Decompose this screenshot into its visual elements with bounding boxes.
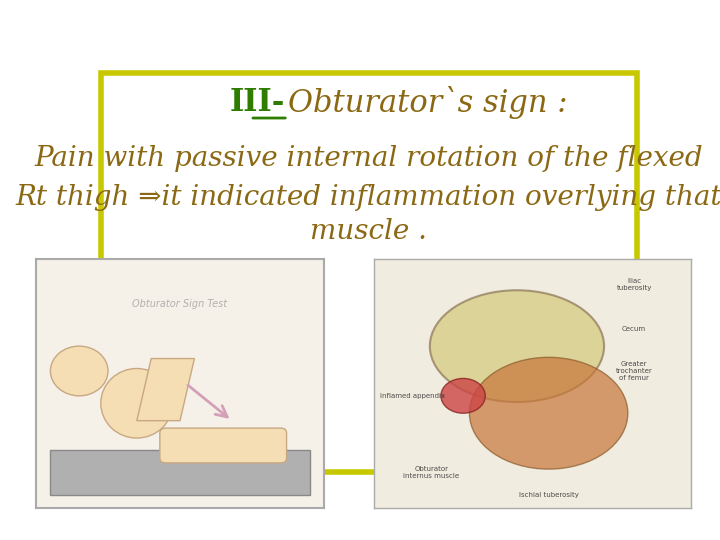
- Text: Inflamed appendix: Inflamed appendix: [380, 393, 445, 399]
- Text: Cecum: Cecum: [622, 326, 647, 332]
- FancyBboxPatch shape: [160, 428, 287, 463]
- Text: muscle .: muscle .: [310, 218, 428, 245]
- Circle shape: [50, 346, 108, 396]
- Text: Pain with passive internal rotation of the flexed: Pain with passive internal rotation of t…: [35, 145, 703, 172]
- Text: Iliac
tuberosity: Iliac tuberosity: [616, 278, 652, 291]
- Ellipse shape: [430, 291, 604, 402]
- Ellipse shape: [101, 368, 173, 438]
- FancyBboxPatch shape: [50, 450, 310, 495]
- Polygon shape: [137, 359, 194, 421]
- Text: Obturator`s sign :: Obturator`s sign :: [288, 86, 577, 119]
- Text: Ischial tuberosity: Ischial tuberosity: [518, 492, 579, 498]
- Text: Greater
trochanter
of femur: Greater trochanter of femur: [616, 361, 652, 381]
- FancyArrowPatch shape: [188, 385, 228, 417]
- Text: Obturator
internus muscle: Obturator internus muscle: [403, 467, 459, 480]
- Circle shape: [441, 379, 485, 413]
- Text: III-: III-: [230, 87, 285, 118]
- FancyBboxPatch shape: [101, 73, 637, 472]
- Ellipse shape: [469, 357, 628, 469]
- Text: Obturator Sign Test: Obturator Sign Test: [132, 299, 228, 309]
- Text: Rt thigh ⇒it indicated inflammation overlying that: Rt thigh ⇒it indicated inflammation over…: [16, 184, 720, 211]
